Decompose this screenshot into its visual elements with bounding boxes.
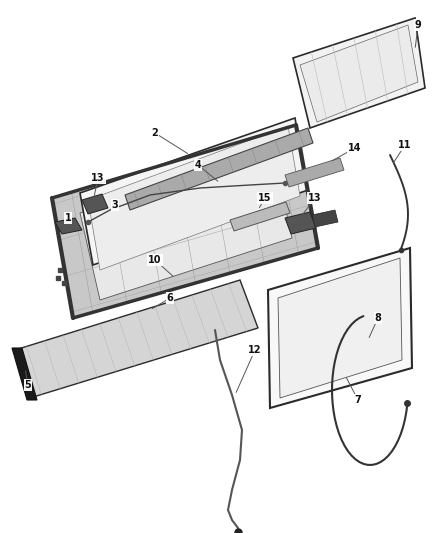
- Text: 2: 2: [152, 128, 159, 138]
- Polygon shape: [230, 202, 290, 231]
- Text: 6: 6: [166, 293, 173, 303]
- Text: 14: 14: [348, 143, 362, 153]
- Polygon shape: [80, 118, 308, 265]
- Text: 8: 8: [374, 313, 381, 323]
- Polygon shape: [82, 194, 108, 214]
- Polygon shape: [55, 218, 82, 234]
- Polygon shape: [80, 148, 292, 300]
- Text: 7: 7: [355, 395, 361, 405]
- Polygon shape: [285, 158, 344, 187]
- Text: 11: 11: [398, 140, 412, 150]
- Text: 15: 15: [258, 193, 272, 203]
- Polygon shape: [12, 348, 37, 400]
- Polygon shape: [312, 210, 338, 227]
- Text: 3: 3: [112, 200, 118, 210]
- Polygon shape: [278, 258, 402, 398]
- Polygon shape: [88, 126, 300, 270]
- Polygon shape: [15, 280, 258, 398]
- Polygon shape: [268, 248, 412, 408]
- Text: 4: 4: [194, 160, 201, 170]
- Text: 10: 10: [148, 255, 162, 265]
- Polygon shape: [285, 212, 316, 234]
- Polygon shape: [300, 25, 418, 122]
- Text: 9: 9: [415, 20, 421, 30]
- Polygon shape: [293, 18, 425, 128]
- Text: 13: 13: [91, 173, 105, 183]
- Text: 12: 12: [248, 345, 262, 355]
- Polygon shape: [52, 125, 318, 318]
- Text: 1: 1: [65, 213, 71, 223]
- Text: 13: 13: [308, 193, 322, 203]
- Polygon shape: [125, 128, 313, 210]
- Text: 5: 5: [25, 380, 32, 390]
